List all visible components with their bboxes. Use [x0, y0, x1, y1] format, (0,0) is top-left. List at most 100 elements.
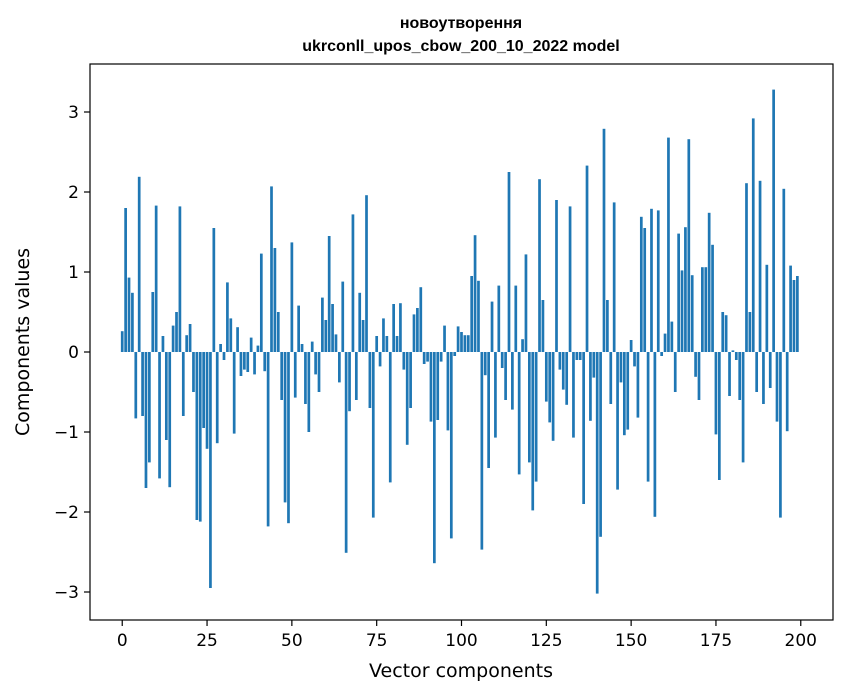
bar — [287, 352, 290, 524]
bar — [483, 352, 487, 376]
bar — [266, 352, 270, 527]
bar — [232, 352, 236, 434]
bar — [321, 297, 324, 352]
bar — [490, 301, 494, 352]
bar — [361, 320, 365, 352]
bar — [249, 337, 253, 352]
bar — [633, 352, 636, 367]
y-tick-label: 2 — [68, 183, 79, 203]
bar — [517, 352, 521, 475]
bar — [334, 334, 338, 352]
bar — [276, 312, 280, 352]
y-tick-label: 0 — [68, 343, 79, 363]
bar — [592, 352, 596, 378]
bar — [371, 352, 375, 518]
bar — [378, 352, 382, 367]
bar — [195, 352, 199, 520]
y-tick-label: −2 — [54, 503, 79, 523]
bar — [731, 350, 735, 352]
bar — [151, 292, 155, 352]
bar — [704, 267, 708, 352]
bar — [395, 336, 399, 352]
bar — [558, 352, 562, 370]
bar — [670, 321, 674, 352]
bar — [561, 352, 565, 390]
bar — [300, 344, 304, 352]
bar — [236, 327, 239, 352]
bar — [317, 352, 321, 392]
bar — [745, 183, 748, 352]
bar — [314, 352, 317, 375]
bar — [175, 312, 178, 352]
bar — [606, 300, 609, 352]
bar — [137, 176, 141, 352]
x-axis-label: Vector components — [369, 660, 553, 682]
y-tick-label: −3 — [54, 583, 79, 603]
bar — [198, 352, 202, 522]
bar — [144, 352, 148, 488]
bar — [724, 315, 728, 352]
bar — [246, 352, 250, 372]
bar — [551, 352, 555, 441]
bar — [148, 352, 151, 463]
bar — [297, 305, 300, 352]
x-tick-label: 175 — [700, 631, 732, 651]
bar — [762, 352, 765, 404]
bar — [463, 335, 467, 352]
bar — [168, 352, 172, 488]
bar — [711, 244, 714, 352]
bar — [310, 341, 314, 352]
bar — [687, 139, 691, 352]
bar — [307, 352, 311, 432]
bar — [785, 352, 789, 432]
bar — [568, 206, 572, 352]
bar — [507, 172, 511, 352]
bar — [419, 287, 423, 352]
bar — [273, 248, 277, 352]
bar — [667, 137, 670, 352]
x-axis-ticks: 0 25 50 75 100 125 150 175 200 — [117, 620, 817, 651]
bar — [622, 352, 626, 436]
x-tick-label: 125 — [530, 631, 562, 651]
bar — [775, 352, 779, 422]
bar — [405, 352, 409, 445]
bar — [409, 352, 412, 408]
bar — [433, 352, 436, 564]
bar — [341, 281, 345, 352]
bar — [154, 205, 158, 352]
bar — [595, 352, 599, 594]
bar — [707, 212, 711, 352]
bar — [205, 352, 209, 449]
bar — [609, 352, 613, 404]
bar — [290, 242, 294, 352]
bar — [717, 352, 721, 480]
bar — [392, 304, 395, 352]
bar — [565, 352, 569, 405]
bar — [422, 352, 426, 364]
bar — [521, 339, 524, 352]
bar — [650, 208, 653, 352]
bar — [253, 352, 256, 375]
bar — [426, 352, 429, 362]
bar — [209, 352, 212, 588]
bar — [181, 352, 185, 416]
bar — [161, 336, 165, 352]
bar — [578, 352, 582, 360]
bar — [368, 352, 372, 408]
bar — [473, 235, 477, 352]
bar — [782, 188, 786, 352]
bar — [446, 352, 450, 431]
bar — [531, 352, 535, 511]
bar — [487, 352, 490, 468]
bar — [259, 253, 263, 352]
bar — [219, 344, 222, 352]
bar — [124, 208, 127, 352]
bar — [575, 352, 579, 360]
bar — [439, 352, 443, 362]
bar — [572, 352, 575, 438]
bar — [680, 270, 684, 352]
bar — [599, 352, 602, 537]
x-tick-label: 25 — [196, 631, 218, 651]
bar — [779, 352, 782, 518]
